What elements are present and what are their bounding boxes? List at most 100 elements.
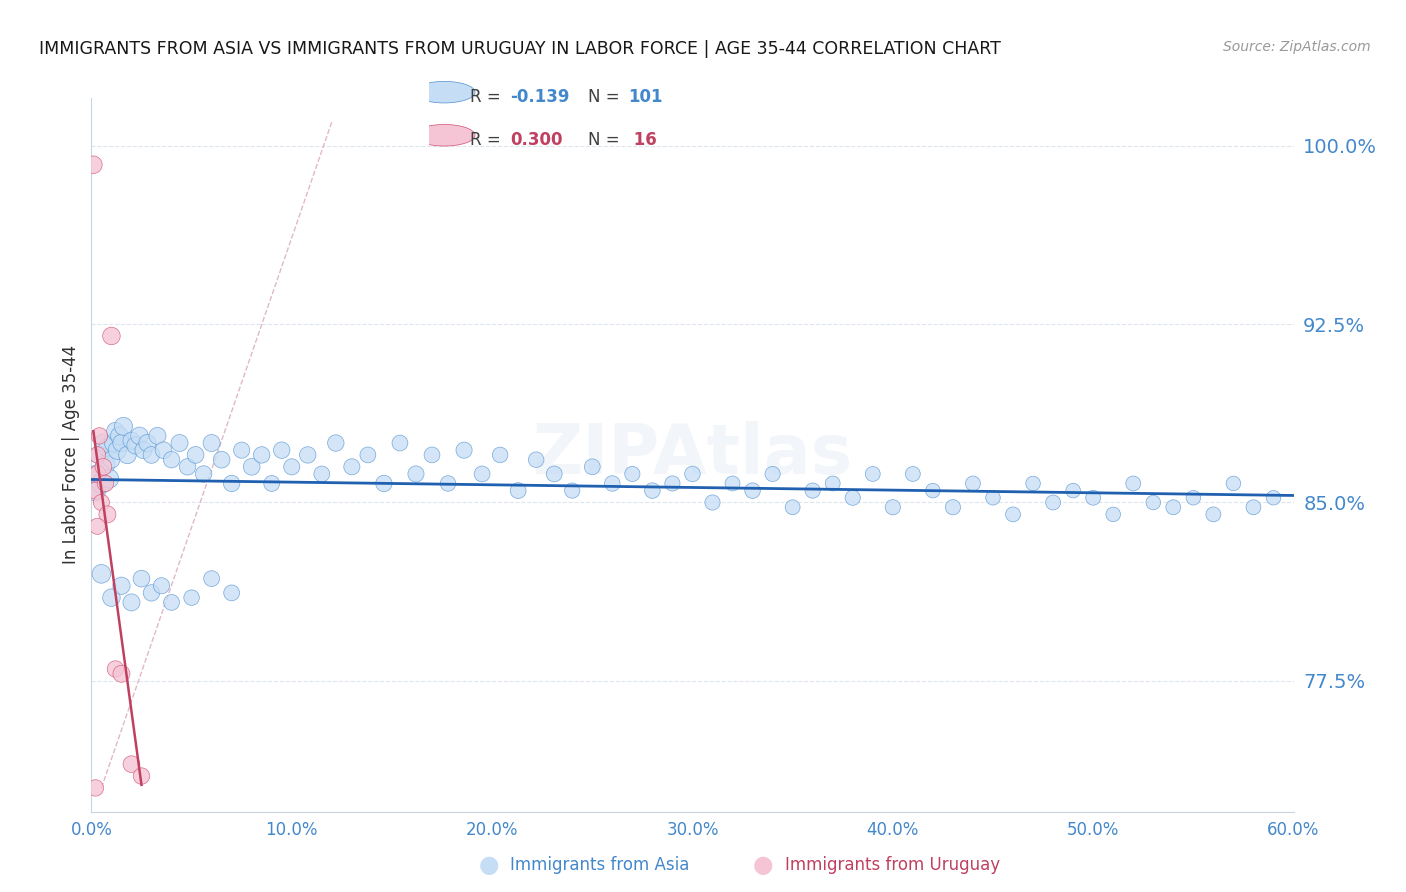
Circle shape: [413, 125, 475, 146]
Point: [231, 443, 253, 458]
Point: [250, 448, 273, 462]
Point: [1102, 508, 1125, 522]
Point: [94, 458, 117, 472]
Point: [86, 519, 108, 533]
Circle shape: [413, 81, 475, 103]
Point: [201, 436, 224, 450]
Point: [762, 467, 785, 481]
Point: [89, 448, 111, 462]
Point: [821, 476, 844, 491]
Point: [357, 448, 380, 462]
Point: [702, 495, 724, 509]
Point: [141, 448, 163, 462]
Point: [862, 467, 884, 481]
Point: [103, 436, 125, 450]
Point: [90, 476, 112, 491]
Text: Source: ZipAtlas.com: Source: ZipAtlas.com: [1223, 40, 1371, 54]
Point: [1001, 508, 1024, 522]
Text: Immigrants from Uruguay: Immigrants from Uruguay: [785, 856, 1000, 874]
Point: [86, 448, 108, 462]
Text: 0.300: 0.300: [510, 131, 562, 149]
Point: [405, 467, 427, 481]
Point: [1243, 500, 1265, 515]
Point: [297, 448, 319, 462]
Point: [176, 459, 198, 474]
Point: [221, 586, 243, 600]
Point: [100, 591, 122, 605]
Point: [901, 467, 924, 481]
Point: [121, 595, 143, 609]
Text: 101: 101: [628, 88, 662, 106]
Point: [602, 476, 624, 491]
Point: [721, 476, 744, 491]
Point: [152, 443, 174, 458]
Point: [94, 476, 117, 491]
Point: [471, 467, 494, 481]
Point: [121, 434, 143, 448]
Point: [86, 467, 108, 481]
Point: [110, 436, 132, 450]
Point: [782, 500, 804, 515]
Point: [621, 467, 644, 481]
Point: [104, 424, 127, 438]
Text: 16: 16: [628, 131, 657, 149]
Point: [1062, 483, 1084, 498]
Point: [89, 429, 111, 443]
Point: [128, 429, 150, 443]
Point: [281, 459, 304, 474]
Text: ●: ●: [479, 854, 499, 877]
Text: IMMIGRANTS FROM ASIA VS IMMIGRANTS FROM URUGUAY IN LABOR FORCE | AGE 35-44 CORRE: IMMIGRANTS FROM ASIA VS IMMIGRANTS FROM …: [39, 40, 1001, 58]
Point: [841, 491, 863, 505]
Point: [131, 769, 153, 783]
Point: [100, 452, 122, 467]
Point: [84, 483, 107, 498]
Text: -0.139: -0.139: [510, 88, 569, 106]
Point: [117, 448, 139, 462]
Point: [1182, 491, 1205, 505]
Text: Immigrants from Asia: Immigrants from Asia: [510, 856, 690, 874]
Point: [453, 443, 475, 458]
Text: N =: N =: [588, 131, 620, 149]
Point: [160, 452, 183, 467]
Point: [86, 467, 108, 481]
Point: [141, 586, 163, 600]
Point: [581, 459, 603, 474]
Point: [110, 666, 132, 681]
Point: [90, 495, 112, 509]
Point: [211, 452, 233, 467]
Point: [1083, 491, 1105, 505]
Point: [136, 436, 159, 450]
Point: [1122, 476, 1144, 491]
Point: [82, 158, 104, 172]
Point: [1163, 500, 1185, 515]
Point: [108, 429, 131, 443]
Point: [942, 500, 965, 515]
Point: [112, 419, 135, 434]
Point: [84, 483, 107, 498]
Point: [96, 441, 118, 455]
Point: [311, 467, 333, 481]
Point: [922, 483, 945, 498]
Point: [661, 476, 683, 491]
Point: [180, 591, 202, 605]
Point: [260, 476, 283, 491]
Point: [524, 452, 547, 467]
Point: [981, 491, 1004, 505]
Text: N =: N =: [588, 88, 620, 106]
Point: [373, 476, 395, 491]
Point: [508, 483, 530, 498]
Point: [325, 436, 347, 450]
Point: [146, 429, 169, 443]
Point: [221, 476, 243, 491]
Point: [193, 467, 215, 481]
Point: [150, 579, 173, 593]
Point: [96, 508, 118, 522]
Y-axis label: In Labor Force | Age 35-44: In Labor Force | Age 35-44: [62, 345, 80, 565]
Point: [489, 448, 512, 462]
Point: [543, 467, 565, 481]
Point: [420, 448, 443, 462]
Point: [641, 483, 664, 498]
Point: [1042, 495, 1064, 509]
Point: [801, 483, 824, 498]
Point: [340, 459, 363, 474]
